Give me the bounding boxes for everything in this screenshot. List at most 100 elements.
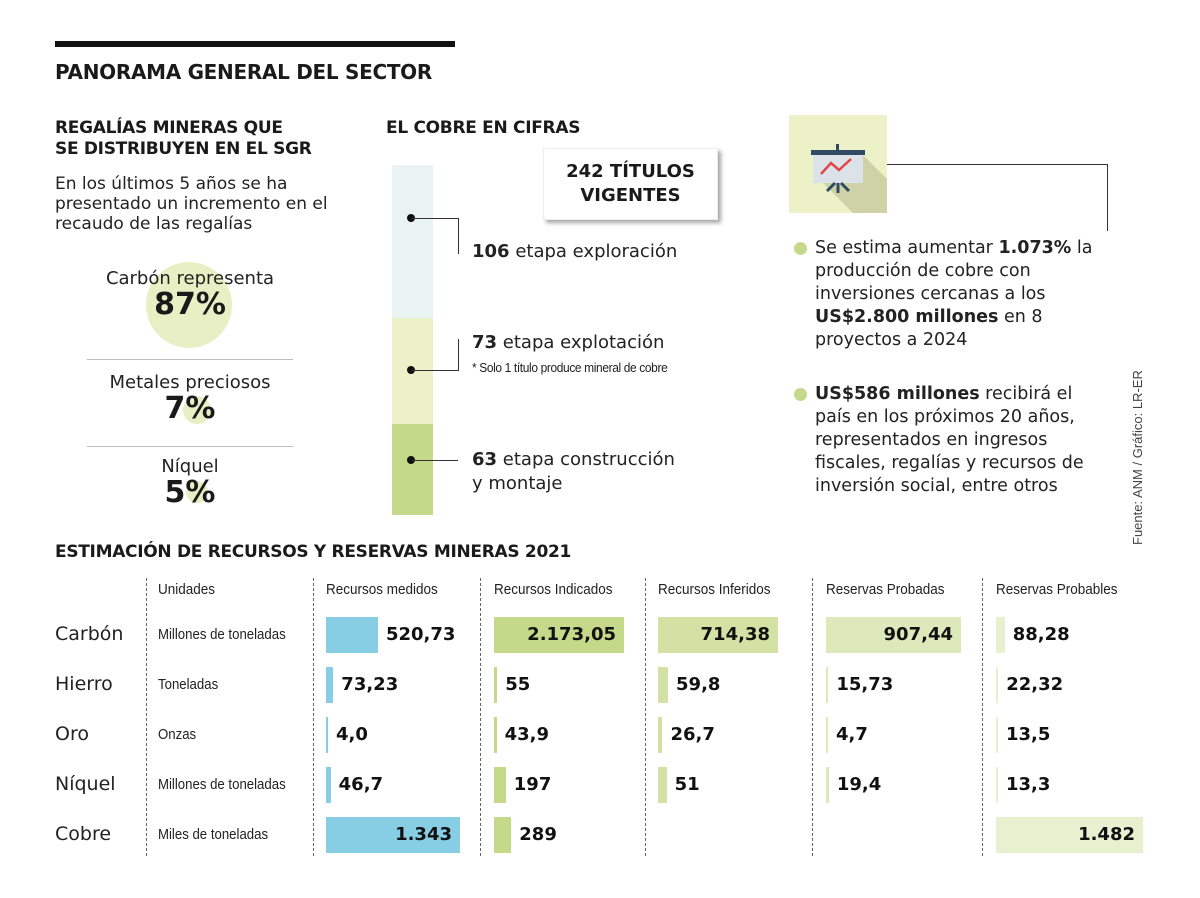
value-label: 88,28 bbox=[1012, 624, 1070, 645]
stage-count: 73 bbox=[472, 332, 498, 353]
bullet-dot-icon bbox=[794, 242, 807, 255]
column-header: Reservas Probadas bbox=[826, 581, 945, 598]
highlight-text: Se estima aumentar 1.073% la producción … bbox=[794, 237, 1104, 352]
connector-dot bbox=[407, 456, 415, 464]
value-bar bbox=[826, 767, 829, 803]
highlight-fragment: Se estima aumentar bbox=[815, 238, 999, 258]
value-label: 59,8 bbox=[676, 674, 721, 695]
connector-line bbox=[458, 339, 459, 371]
stat-carbon: Carbón representa 87% bbox=[87, 268, 293, 321]
stage-exploracion: 106 etapa exploración bbox=[472, 241, 677, 262]
value-label: 55 bbox=[505, 674, 531, 695]
stage-label-2: y montaje bbox=[472, 473, 563, 494]
row-unit-label: Onzas bbox=[158, 726, 197, 743]
highlight-fragment: en 8 proyectos a 2024 bbox=[815, 307, 1043, 350]
metales-share-circle bbox=[183, 396, 211, 424]
value-label: 73,23 bbox=[341, 674, 399, 695]
source-credit: Fuente: ANM / Gráfico: LR-ER bbox=[1130, 370, 1145, 545]
value-label: 907,44 bbox=[883, 624, 953, 645]
column-header: Recursos medidos bbox=[326, 581, 438, 598]
value-bar bbox=[326, 617, 378, 653]
value-label: 1.343 bbox=[395, 824, 452, 845]
stage-count: 106 bbox=[472, 241, 510, 262]
stage-label: etapa construcción bbox=[502, 449, 675, 470]
value-label: 13,3 bbox=[1006, 774, 1051, 795]
value-bar bbox=[326, 767, 331, 803]
total-titles-line2: VIGENTES bbox=[580, 185, 681, 206]
column-header-units: Unidades bbox=[158, 581, 216, 598]
row-mineral-label: Níquel bbox=[55, 773, 116, 795]
total-titles-box: 242 TÍTULOS VIGENTES bbox=[543, 148, 718, 220]
connector-line bbox=[412, 218, 458, 219]
connector-line bbox=[887, 164, 1107, 165]
column-divider bbox=[645, 578, 646, 856]
stage-count: 63 bbox=[472, 449, 498, 470]
value-label: 4,7 bbox=[836, 724, 868, 745]
regalias-title-line1: REGALÍAS MINERAS QUE bbox=[55, 118, 283, 138]
stage-bar-exploracion bbox=[392, 165, 433, 319]
row-unit-label: Toneladas bbox=[158, 676, 219, 693]
divider bbox=[87, 446, 293, 447]
stat-value: 87% bbox=[154, 287, 226, 322]
value-bar bbox=[826, 717, 828, 753]
row-unit-label: Millones de toneladas bbox=[158, 626, 286, 643]
row-mineral-label: Hierro bbox=[55, 673, 113, 695]
value-label: 26,7 bbox=[670, 724, 715, 745]
connector-dot bbox=[407, 366, 415, 374]
value-bar bbox=[826, 617, 961, 653]
connector-line bbox=[412, 370, 458, 371]
stat-label: Níquel bbox=[161, 456, 219, 477]
row-unit-label: Millones de toneladas bbox=[158, 776, 286, 793]
column-divider bbox=[480, 578, 481, 856]
value-bar bbox=[996, 717, 998, 753]
value-bar bbox=[658, 717, 663, 753]
value-bar bbox=[996, 617, 1005, 653]
column-header: Recursos Indicados bbox=[494, 581, 613, 598]
column-divider bbox=[982, 578, 983, 856]
value-label: 51 bbox=[674, 774, 700, 795]
value-bar bbox=[826, 667, 829, 703]
stat-niquel: Níquel 5% bbox=[87, 456, 293, 509]
value-bar bbox=[494, 717, 497, 753]
value-label: 13,5 bbox=[1006, 724, 1051, 745]
value-label: 289 bbox=[519, 824, 557, 845]
value-bar bbox=[996, 767, 998, 803]
stat-metales: Metales preciosos 7% bbox=[87, 372, 293, 425]
column-header: Reservas Probables bbox=[996, 581, 1118, 598]
value-label: 46,7 bbox=[338, 774, 384, 795]
stage-label: etapa exploración bbox=[515, 241, 678, 262]
value-label: 4,0 bbox=[336, 724, 368, 745]
value-label: 22,32 bbox=[1006, 674, 1064, 695]
highlight-emphasis: US$586 millones bbox=[815, 384, 980, 404]
divider bbox=[87, 359, 293, 360]
table-title: ESTIMACIÓN DE RECURSOS Y RESERVAS MINERA… bbox=[55, 542, 572, 562]
row-mineral-label: Carbón bbox=[55, 623, 124, 645]
value-bar bbox=[326, 667, 334, 703]
value-bar bbox=[658, 667, 669, 703]
value-label: 15,73 bbox=[836, 674, 894, 695]
highlight-emphasis: US$2.800 millones bbox=[815, 307, 999, 327]
total-titles-line1: 242 TÍTULOS bbox=[566, 161, 695, 182]
stage-label: etapa explotación bbox=[502, 332, 665, 353]
regalias-intro: En los últimos 5 años se ha presentado u… bbox=[55, 174, 328, 234]
stage-construccion: 63 etapa construcción y montaje bbox=[472, 448, 675, 496]
value-label: 714,38 bbox=[700, 624, 770, 645]
stat-label: Carbón representa bbox=[105, 268, 275, 289]
value-bar bbox=[326, 717, 328, 753]
connector-line bbox=[412, 460, 458, 461]
connector-line bbox=[1107, 164, 1108, 231]
value-label: 43,9 bbox=[504, 724, 550, 745]
stat-value: 7% bbox=[164, 391, 216, 426]
value-bar bbox=[658, 617, 778, 653]
stage-explotacion: 73 etapa explotación bbox=[472, 332, 664, 353]
cobre-title: EL COBRE EN CIFRAS bbox=[386, 118, 581, 138]
value-bar bbox=[494, 667, 498, 703]
regalias-title: REGALÍAS MINERAS QUE SE DISTRIBUYEN EN E… bbox=[55, 118, 312, 160]
page-title: PANORAMA GENERAL DEL SECTOR bbox=[55, 60, 432, 84]
column-header: Recursos Inferidos bbox=[658, 581, 771, 598]
carbon-share-circle bbox=[146, 262, 232, 348]
value-bar bbox=[996, 817, 1143, 853]
highlight-emphasis: 1.073% bbox=[998, 238, 1072, 258]
bullet-dot-icon bbox=[794, 388, 807, 401]
value-label: 197 bbox=[513, 774, 552, 795]
